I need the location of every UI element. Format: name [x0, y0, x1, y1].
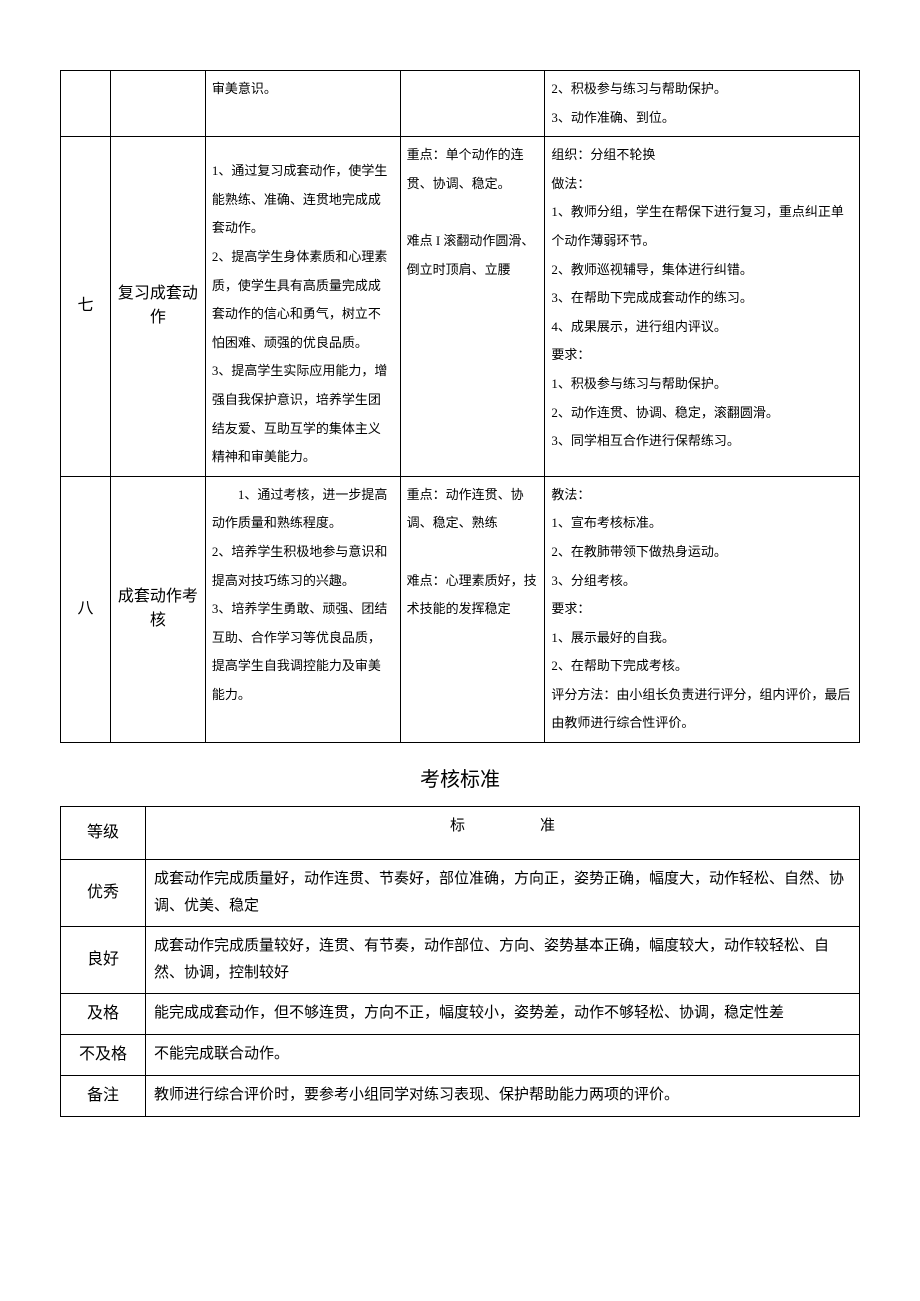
row-num-cell: 八	[61, 476, 111, 742]
table-row: 不及格 不能完成联合动作。	[61, 1035, 860, 1076]
table-row: 优秀 成套动作完成质量好，动作连贯、节奏好，部位准确，方向正，姿势正确，幅度大，…	[61, 860, 860, 927]
grade-cell: 优秀	[61, 860, 146, 927]
table-header-row: 等级 标准	[61, 807, 860, 860]
table-row: 及格 能完成成套动作，但不够连贯，方向不正，幅度较小，姿势差，动作不够轻松、协调…	[61, 994, 860, 1035]
assessment-table: 等级 标准 优秀 成套动作完成质量好，动作连贯、节奏好，部位准确，方向正，姿势正…	[60, 806, 860, 1117]
goals-cell: 审美意识。	[205, 71, 400, 137]
row-num-cell: 七	[61, 137, 111, 477]
method-cell: 2、积极参与练习与帮助保护。 3、动作准确、到位。	[545, 71, 860, 137]
method-cell: 组织：分组不轮换 做法： 1、教师分组，学生在帮保下进行复习，重点纠正单个动作薄…	[545, 137, 860, 477]
grade-cell: 良好	[61, 927, 146, 994]
standard-cell: 成套动作完成质量好，动作连贯、节奏好，部位准确，方向正，姿势正确，幅度大，动作轻…	[146, 860, 860, 927]
table-row-partial: 审美意识。 2、积极参与练习与帮助保护。 3、动作准确、到位。	[61, 71, 860, 137]
table-row-7: 七 复习成套动作 1、通过复习成套动作，使学生能熟练、准确、连贯地完成成套动作。…	[61, 137, 860, 477]
goals-cell: 1、通过考核，进一步提高动作质量和熟练程度。 2、培养学生积极地参与意识和提高对…	[205, 476, 400, 742]
standard-cell: 不能完成联合动作。	[146, 1035, 860, 1076]
standard-cell: 成套动作完成质量较好，连贯、有节奏，动作部位、方向、姿势基本正确，幅度较大，动作…	[146, 927, 860, 994]
standard-cell: 能完成成套动作，但不够连贯，方向不正，幅度较小，姿势差，动作不够轻松、协调，稳定…	[146, 994, 860, 1035]
assessment-title: 考核标准	[60, 763, 860, 792]
grade-cell: 及格	[61, 994, 146, 1035]
standard-header-left: 标	[450, 813, 465, 840]
standard-header: 标准	[146, 807, 860, 860]
grade-cell: 备注	[61, 1076, 146, 1117]
table-row-8: 八 成套动作考核 1、通过考核，进一步提高动作质量和熟练程度。 2、培养学生积极…	[61, 476, 860, 742]
grade-cell: 不及格	[61, 1035, 146, 1076]
focus-cell: 重点：单个动作的连贯、协调、稳定。 难点 I 滚翻动作圆滑、倒立时顶肩、立腰	[400, 137, 545, 477]
method-cell: 教法： 1、宣布考核标准。 2、在教肺带领下做热身运动。 3、分组考核。 要求：…	[545, 476, 860, 742]
table-row: 良好 成套动作完成质量较好，连贯、有节奏，动作部位、方向、姿势基本正确，幅度较大…	[61, 927, 860, 994]
row-num-cell	[61, 71, 111, 137]
focus-cell	[400, 71, 545, 137]
standard-cell: 教师进行综合评价时，要参考小组同学对练习表现、保护帮助能力两项的评价。	[146, 1076, 860, 1117]
table-row: 备注 教师进行综合评价时，要参考小组同学对练习表现、保护帮助能力两项的评价。	[61, 1076, 860, 1117]
lesson-plan-table: 审美意识。 2、积极参与练习与帮助保护。 3、动作准确、到位。 七 复习成套动作…	[60, 70, 860, 743]
goals-cell: 1、通过复习成套动作，使学生能熟练、准确、连贯地完成成套动作。 2、提高学生身体…	[205, 137, 400, 477]
row-title-cell	[110, 71, 205, 137]
focus-cell: 重点：动作连贯、协调、稳定、熟练 难点：心理素质好，技术技能的发挥稳定	[400, 476, 545, 742]
standard-header-right: 准	[540, 818, 555, 834]
grade-header: 等级	[61, 807, 146, 860]
row-title-cell: 复习成套动作	[110, 137, 205, 477]
row-title-cell: 成套动作考核	[110, 476, 205, 742]
